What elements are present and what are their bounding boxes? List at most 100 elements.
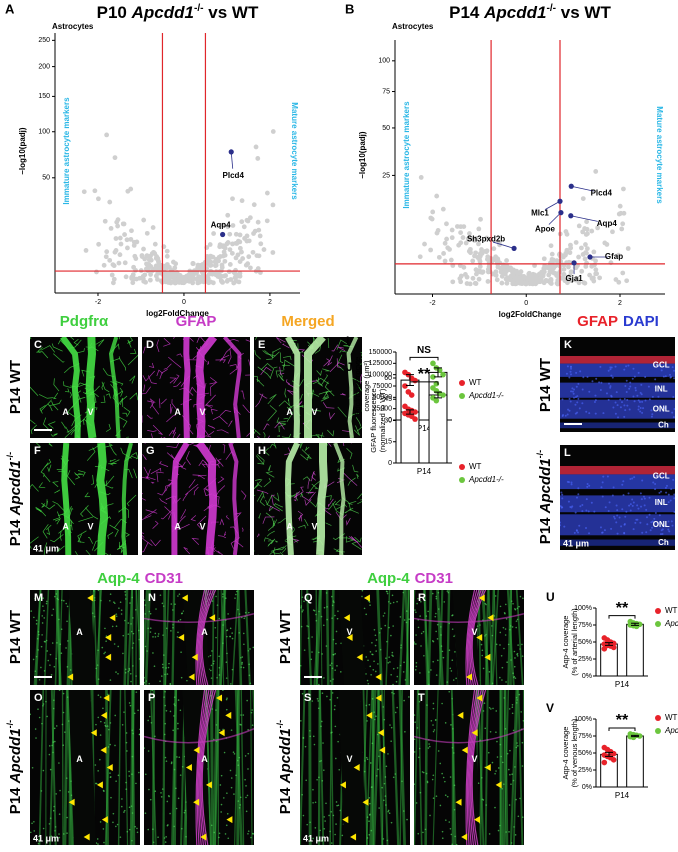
gene-dot (422, 242, 427, 247)
aqp-speck (218, 618, 220, 620)
nucleus (588, 532, 590, 534)
aqp-speck (210, 670, 212, 672)
aqp-speck (114, 643, 116, 645)
aqp-speck (380, 628, 382, 630)
aqp-speck (428, 684, 430, 686)
aqp-speck (385, 657, 387, 659)
aqp-speck (383, 799, 385, 801)
nucleus (628, 388, 630, 390)
gene-dot (227, 232, 232, 237)
aqp-speck (219, 667, 221, 669)
aqp-speck (516, 699, 518, 701)
nucleus (671, 520, 673, 522)
nucleus (574, 532, 576, 534)
row-label-part: P14 WT (537, 358, 554, 412)
aqp-speck (131, 631, 133, 633)
nucleus (626, 380, 628, 382)
aqp-speck (121, 798, 123, 800)
aqp-speck (303, 815, 305, 817)
nucleus (608, 383, 610, 385)
nucleus (579, 505, 581, 507)
aqp-speck (126, 732, 128, 734)
gene-dot (574, 240, 579, 245)
aqp-speck (382, 706, 384, 708)
aqp-speck (331, 617, 333, 619)
aqp-speck (393, 602, 395, 604)
gene-dot (96, 196, 101, 201)
nucleus (649, 398, 651, 400)
micrograph: NA (142, 590, 254, 685)
aqp-speck (318, 707, 320, 709)
aqp-speck (505, 628, 507, 630)
aqp-speck (406, 610, 408, 612)
gene-dot (113, 155, 118, 160)
gene-dot (107, 258, 112, 263)
gene-dot (225, 213, 230, 218)
aqp-speck (100, 721, 102, 723)
aqp-speck (504, 612, 506, 614)
aqp-speck (361, 596, 363, 598)
y-tick-label: 50 (382, 125, 390, 132)
nucleus (577, 383, 579, 385)
aqp-speck (377, 734, 379, 736)
aqp-speck (42, 622, 44, 624)
aqp-speck (42, 605, 44, 607)
image-label: ONL (653, 520, 670, 529)
aqp-speck (155, 608, 157, 610)
aqp-speck (230, 628, 232, 630)
nucleus (673, 377, 675, 379)
aqp-speck (301, 794, 303, 796)
gene-dot (476, 226, 481, 231)
gene-dot (548, 280, 553, 285)
aqp-speck (365, 614, 367, 616)
aqp-speck (317, 700, 319, 702)
aqp-speck (131, 597, 133, 599)
aqp-speck (448, 821, 450, 823)
aqp-speck (426, 773, 428, 775)
aqp-speck (135, 783, 137, 785)
nucleus (623, 369, 625, 371)
aqp-speck (57, 599, 59, 601)
legend-label: Apcdd1-/- (468, 391, 504, 400)
aqp-speck (404, 619, 406, 621)
legend-marker (459, 477, 465, 483)
aqp-speck (227, 813, 229, 815)
aqp-speck (372, 698, 374, 700)
gene-point (587, 254, 592, 259)
aqp-speck (392, 625, 394, 627)
nucleus (621, 508, 623, 510)
aqp-speck (128, 622, 130, 624)
gene-dot (128, 237, 133, 242)
gene-dot (458, 230, 463, 235)
aqp-speck (235, 594, 237, 596)
aqp-speck (500, 606, 502, 608)
aqp-speck (227, 629, 229, 631)
y-tick-label: 50% (578, 639, 592, 646)
gene-dot (593, 258, 598, 263)
aqp-speck (233, 793, 235, 795)
gene-dot (109, 226, 114, 231)
aqp-speck (152, 652, 154, 654)
data-point (637, 733, 643, 739)
aqp-speck (128, 775, 130, 777)
aqp-speck (152, 828, 154, 830)
nucleus (579, 370, 581, 372)
gene-dot (124, 274, 129, 279)
aqp-speck (219, 729, 221, 731)
aqp-speck (103, 842, 105, 844)
column-heading-part: Aqp-4 (367, 570, 410, 587)
y-axis-label: (% of arterial length) (570, 608, 579, 676)
row-label-part: P14 WT (7, 360, 24, 414)
gene-dot (123, 260, 128, 265)
gene-dot (589, 229, 594, 234)
nucleus (576, 412, 578, 414)
gene-dot (549, 243, 554, 248)
aqp-speck (439, 763, 441, 765)
aqp-speck (375, 634, 377, 636)
nucleus (594, 401, 596, 403)
aqp-speck (320, 726, 322, 728)
aqp-speck (167, 801, 169, 803)
gene-dot (515, 271, 520, 276)
aqp-speck (367, 816, 369, 818)
aqp-speck (323, 816, 325, 818)
